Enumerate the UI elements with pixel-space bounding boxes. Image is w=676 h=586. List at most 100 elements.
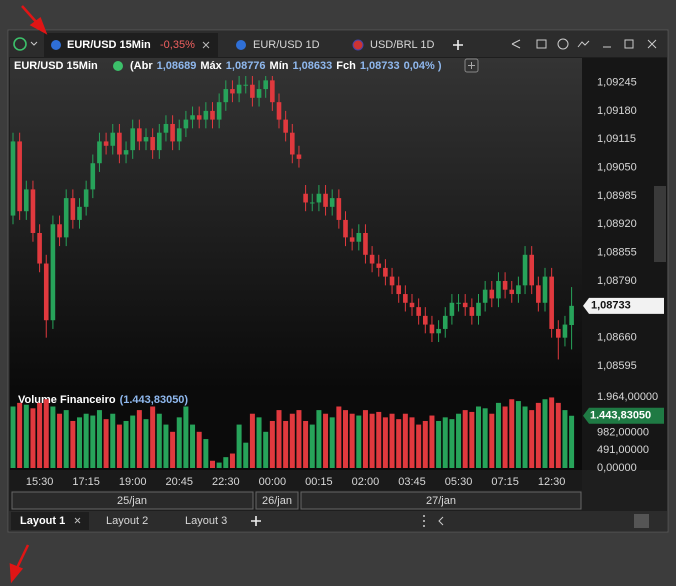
volume-tick-label: 491,00000 [597,444,649,456]
volume-value: (1.443,83050) [120,394,189,406]
volume-bar [436,420,442,468]
expand-icon [468,62,475,69]
quote-value: 1,08689 [157,60,197,72]
candle-body [469,307,475,316]
volume-bar [63,410,69,468]
quote-value: 1,08733 [360,60,400,72]
volume-bar [243,442,249,468]
volume-bar [57,413,63,468]
candle-body [316,193,322,203]
dropdown-icon[interactable] [30,41,38,46]
candle-body [150,137,155,151]
close-icon[interactable] [74,517,81,524]
volume-bar [263,431,269,468]
close-icon[interactable] [202,41,210,49]
volume-bar [442,417,448,468]
volume-bar [522,406,528,468]
y-tick-label: 1,09180 [597,105,637,117]
volume-bar [249,413,255,468]
candle-body [522,254,528,286]
volume-bar [276,410,282,468]
volume-bar [555,402,561,468]
x-tick-label: 07:15 [491,476,519,488]
candle-body [10,141,16,216]
symbol-icon [51,40,61,50]
volume-bar [569,415,575,468]
layout-tab[interactable]: Layout 1 [20,515,65,527]
candle-body [462,302,468,308]
volume-tick-label: 982,00000 [597,426,649,438]
symbol-icon [236,40,246,50]
quote-label: Mín [270,60,289,72]
volume-bar [143,419,149,468]
add-layout[interactable] [251,516,261,526]
tab-label[interactable]: EUR/USD 1D [253,39,320,51]
volume-bar [289,413,295,468]
candle-body [230,89,235,94]
clock-icon[interactable] [13,37,27,51]
candle-body [270,80,275,103]
volume-bar [476,406,481,468]
candle-body [163,123,169,133]
volume-bar [462,410,468,468]
candle-body [369,254,375,264]
volume-bar [110,413,116,468]
candle-body [569,305,574,326]
candle-body [263,80,268,90]
candle-body [117,132,122,155]
volume-bar [136,410,142,468]
volume-bar [203,439,209,468]
layout-tab[interactable]: Layout 2 [106,515,148,527]
candle-body [63,198,69,238]
quote-label: Máx [200,60,222,72]
candle-body [363,233,368,255]
volume-bar [283,420,289,468]
active-tab[interactable] [44,33,218,57]
candle-body [17,141,22,212]
expand-button[interactable] [464,58,479,73]
volume-bar [515,401,521,468]
candle-body [329,198,335,207]
scroll-left[interactable] [438,516,444,526]
candle-body [223,89,229,103]
volume-bar [196,431,202,468]
volume-bar [422,420,428,468]
candle-body [529,254,534,286]
volume-bar [356,415,362,468]
candle-body [489,289,495,299]
layout-tab[interactable]: Layout 3 [185,515,227,527]
candle-body [50,224,56,321]
volume-bar [83,413,89,468]
volume-bar [296,410,302,468]
candle-body [83,189,89,207]
volume-bar [256,417,262,468]
candle-body [516,285,521,295]
volume-bar [456,413,462,468]
side-toggle[interactable] [654,186,666,262]
x-tick-label: 00:00 [259,476,287,488]
candle-body [429,324,435,334]
volume-bar [10,406,16,468]
candle-body [549,276,554,329]
volume-bar [429,415,435,468]
tab-label[interactable]: EUR/USD 15Min [67,39,151,51]
scroll-button[interactable] [634,514,649,528]
candle-body [403,294,408,303]
candle-body [349,237,355,242]
candle-body [423,315,428,325]
candle-body [396,285,401,295]
tab-label[interactable]: USD/BRL 1D [370,39,434,51]
y-tick-label: 1,09115 [597,133,636,145]
candle-body [442,315,448,329]
menu-icon[interactable] [423,515,425,527]
x-tick-label: 19:00 [119,476,147,488]
active-layout[interactable] [11,512,89,530]
volume-bar [183,406,189,468]
y-tick-label: 1,08985 [597,190,637,202]
x-tick-label: 20:45 [165,476,193,488]
y-tick-label: 1,08595 [597,360,637,372]
add-tab[interactable] [453,40,463,50]
candle-body [343,219,348,238]
toolbar[interactable] [511,38,657,50]
